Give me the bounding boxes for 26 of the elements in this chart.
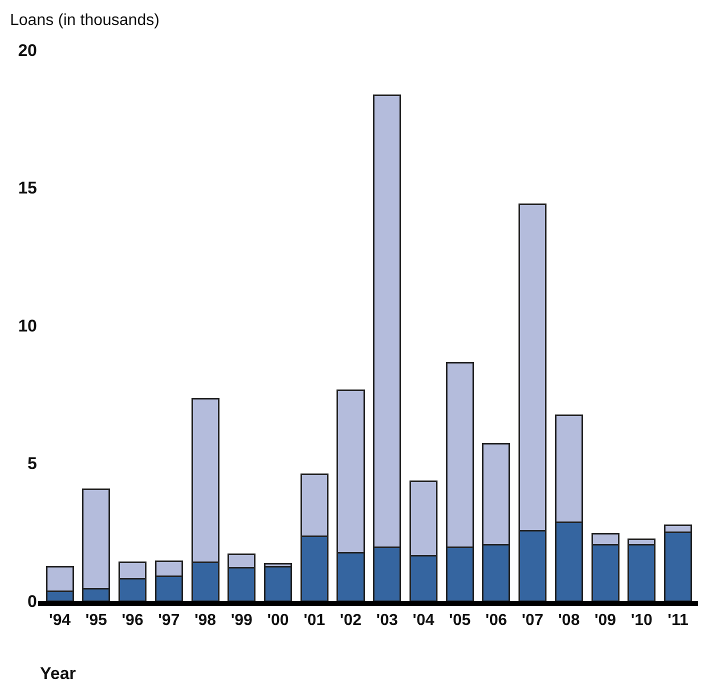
y-tick-label: 15 (18, 178, 37, 198)
x-tick-label: '03 (376, 612, 398, 630)
x-axis-title: Year (40, 664, 76, 683)
y-axis-title: Loans (in thousands) (10, 12, 160, 29)
x-tick-label: '94 (49, 612, 71, 630)
bar (264, 566, 292, 601)
x-tick-label: '06 (485, 612, 508, 630)
y-tick-label: 20 (18, 40, 37, 60)
x-tick-label: '97 (158, 612, 180, 630)
x-tick-label: '08 (558, 612, 580, 630)
x-tick-label: '95 (85, 612, 108, 630)
y-tick-label: 10 (18, 316, 37, 336)
x-tick-label: '09 (594, 612, 616, 630)
x-tick-label: '02 (340, 612, 362, 630)
y-tick-label: 5 (28, 454, 37, 474)
x-tick-label: '99 (230, 612, 253, 630)
x-tick-label: '04 (412, 612, 434, 630)
x-tick-label: '07 (522, 612, 544, 630)
x-tick-label: '00 (267, 612, 289, 630)
x-tick-label: '10 (630, 612, 653, 630)
x-tick-label: '05 (449, 612, 471, 630)
y-tick-label: 0 (28, 592, 37, 611)
x-tick-label: '01 (304, 612, 326, 630)
x-tick-label: '96 (122, 612, 144, 630)
x-tick-label: '11 (668, 612, 688, 630)
x-tick-label: '98 (194, 612, 216, 630)
